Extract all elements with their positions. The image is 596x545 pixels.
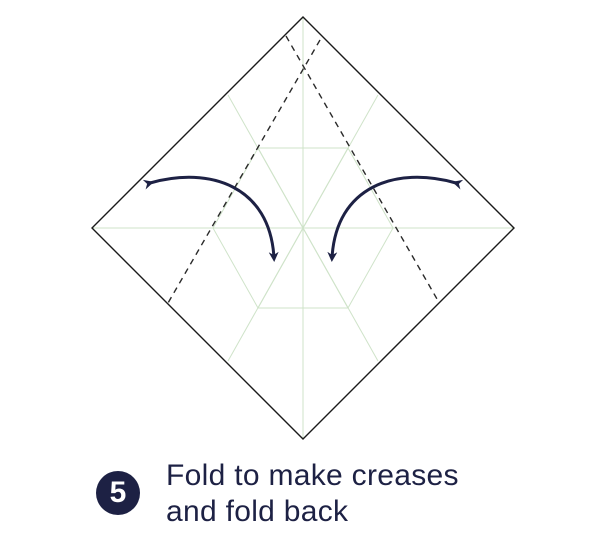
step-instruction: Fold to make creases and fold back — [166, 458, 566, 530]
valley-fold-left — [167, 39, 321, 304]
step-number-badge: 5 — [96, 471, 140, 515]
paper-square — [91, 16, 515, 440]
fold-arrow-left — [142, 175, 279, 262]
crease-right-lower — [347, 227, 394, 309]
crease-diag-3 — [227, 147, 349, 362]
crease-diag-4 — [257, 147, 379, 362]
fold-arrow-right — [327, 175, 464, 262]
instruction-line-2: and fold back — [166, 495, 349, 528]
crease-left-lower — [212, 227, 259, 309]
instruction-line-1: Fold to make creases — [166, 459, 459, 492]
crease-guides — [92, 17, 514, 439]
